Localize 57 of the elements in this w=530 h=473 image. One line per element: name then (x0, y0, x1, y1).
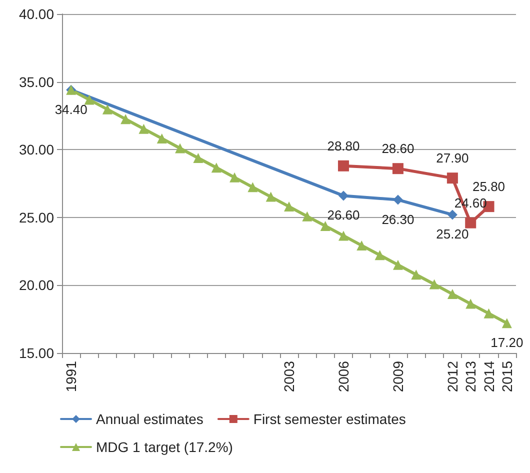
point (502, 318, 512, 328)
point (338, 160, 349, 172)
data-label: 28.80 (327, 138, 360, 154)
x-tick-label: 2003 (281, 360, 297, 392)
point (284, 202, 294, 212)
point (429, 279, 440, 290)
point (175, 143, 186, 154)
y-tick-label: 40.00 (18, 6, 54, 22)
point (447, 289, 458, 300)
y-tick-label: 30.00 (18, 142, 54, 158)
y-tick-label: 20.00 (18, 277, 54, 294)
data-label: 25.20 (436, 226, 469, 242)
x-tick-label: 2009 (390, 360, 406, 392)
point (411, 270, 422, 280)
point (84, 94, 94, 105)
point (320, 220, 330, 231)
point (392, 260, 403, 270)
point (484, 308, 494, 318)
point (230, 172, 240, 182)
point (211, 162, 222, 173)
y-tick-label: 15.00 (18, 345, 54, 361)
point (392, 194, 403, 205)
point (156, 133, 167, 144)
legend-label: MDG 1 target (17.2%) (96, 439, 233, 455)
data-label: 26.60 (327, 208, 360, 223)
x-tick-label: 2012 (444, 360, 460, 392)
point (392, 163, 404, 174)
x-tick-label: 2013 (462, 360, 479, 392)
point (447, 210, 458, 220)
x-tick-label: 1991 (63, 360, 80, 392)
point (338, 190, 348, 201)
data-label: 26.30 (382, 212, 414, 227)
data-label: 27.90 (436, 150, 469, 166)
point (120, 114, 131, 124)
point (102, 104, 112, 114)
data-label: 28.60 (382, 141, 414, 156)
data-label: 25.80 (472, 179, 506, 194)
legend-label: First semester estimates (253, 411, 406, 427)
point (465, 217, 476, 228)
x-tick-label: 2006 (335, 360, 352, 392)
point (466, 298, 476, 309)
x-tick-label: 2015 (498, 360, 515, 392)
point (446, 172, 458, 184)
point (302, 211, 312, 222)
data-label: 17.20 (490, 335, 524, 350)
point (138, 124, 149, 134)
y-tick-label: 35.00 (18, 74, 54, 90)
data-label: 34.40 (54, 102, 88, 117)
legend-label: Annual estimates (96, 411, 204, 427)
point (248, 182, 258, 192)
point (374, 250, 385, 260)
point (193, 153, 204, 164)
point (338, 230, 348, 241)
x-tick-label: 2014 (480, 360, 497, 392)
point (356, 240, 367, 250)
point (266, 192, 276, 202)
y-tick-label: 25.00 (18, 209, 54, 226)
